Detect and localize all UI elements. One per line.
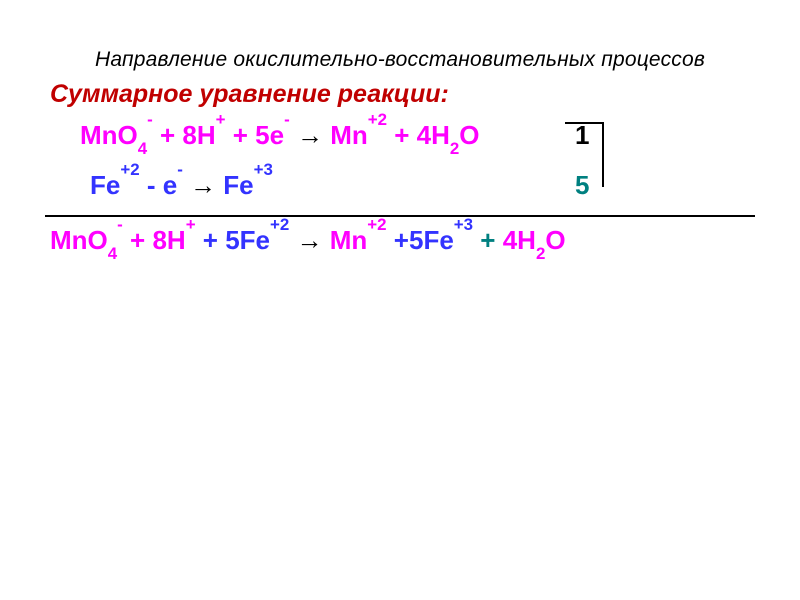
sum-p6: + xyxy=(480,225,495,255)
hr1-right-species: Mn+2 + 4H2O xyxy=(330,120,479,150)
multiplier-bracket-side xyxy=(602,122,604,187)
hr2-right: Fe+3 xyxy=(223,170,273,200)
hr2-arrow: → xyxy=(190,170,223,200)
sum-arrow: → xyxy=(297,225,330,255)
slide-title: Направление окислительно-восстановительн… xyxy=(0,48,800,72)
sum-reaction: MnO4- + 8H+ + 5Fe+2 → Mn+2 +5Fe+3 + 4H2O xyxy=(50,225,566,256)
summation-rule xyxy=(45,215,755,217)
hr2-left: Fe+2 - e- xyxy=(90,170,190,200)
hr2-multiplier: 5 xyxy=(575,170,589,201)
hr1-arrow: → xyxy=(297,120,330,150)
sum-p4: Mn+2 xyxy=(330,225,394,255)
half-reaction-2: Fe+2 - e- → Fe+3 xyxy=(90,170,273,201)
sum-p7: 4H2O xyxy=(495,225,565,255)
sum-p2: + 8H+ xyxy=(130,225,203,255)
sum-p5: +5Fe+3 xyxy=(394,225,481,255)
multiplier-bracket-top xyxy=(565,122,602,124)
sum-p3: + 5Fe+2 xyxy=(203,225,297,255)
half-reaction-1: MnO4- + 8H+ + 5e- → Mn+2 + 4H2O xyxy=(80,120,480,151)
slide-subtitle: Суммарное уравнение реакции: xyxy=(50,80,449,109)
slide: Направление окислительно-восстановительн… xyxy=(0,0,800,600)
hr1-left-species: MnO4- + 8H+ + 5e- xyxy=(80,120,297,150)
sum-p1: MnO4- xyxy=(50,225,130,255)
hr1-multiplier: 1 xyxy=(575,120,589,151)
